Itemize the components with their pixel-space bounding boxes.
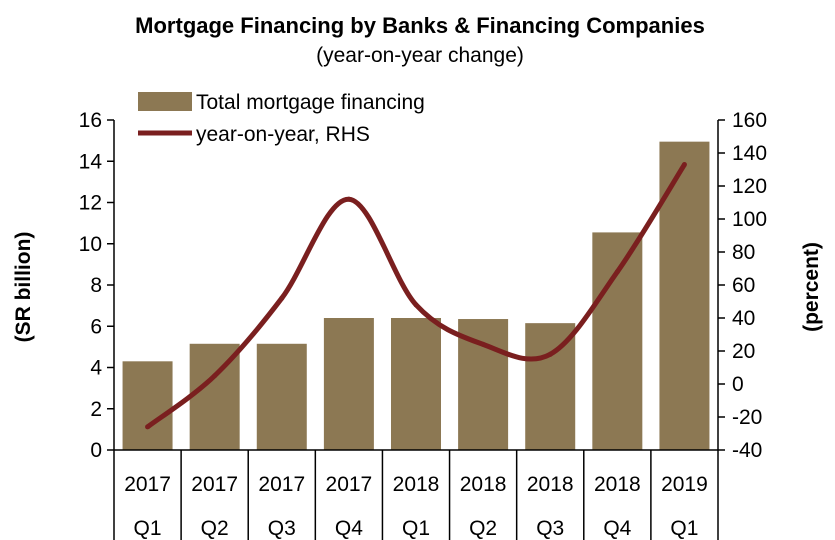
y2-tick-label-7: 100 bbox=[732, 208, 767, 231]
category-year-6: 2018 bbox=[527, 473, 574, 496]
category-year-1: 2017 bbox=[191, 473, 238, 496]
yoy-point-0 bbox=[145, 424, 151, 430]
bar-2 bbox=[256, 343, 307, 450]
category-quarter-7: Q4 bbox=[603, 517, 631, 540]
yoy-point-6 bbox=[547, 351, 553, 357]
category-quarter-2: Q3 bbox=[268, 517, 296, 540]
bar-7 bbox=[592, 232, 643, 450]
y2-tick-label-1: -20 bbox=[732, 406, 762, 429]
y-tick-label-0: 0 bbox=[90, 439, 102, 462]
bar-3 bbox=[323, 318, 374, 450]
yoy-point-1 bbox=[212, 373, 218, 379]
category-quarter-5: Q2 bbox=[469, 517, 497, 540]
y-axis-title: (SR billion) bbox=[12, 232, 35, 343]
y-tick-label-2: 4 bbox=[90, 357, 102, 380]
yoy-point-8 bbox=[681, 162, 687, 168]
legend: Total mortgage financing year-on-year, R… bbox=[138, 91, 425, 146]
y2-tick-label-3: 20 bbox=[732, 340, 755, 363]
bar-4 bbox=[391, 318, 441, 450]
yoy-point-7 bbox=[614, 269, 620, 275]
yoy-point-2 bbox=[279, 295, 285, 301]
y-tick-label-6: 12 bbox=[79, 192, 102, 215]
y-tick-label-4: 8 bbox=[90, 274, 102, 297]
y2-tick-label-10: 160 bbox=[732, 109, 767, 132]
y-tick-label-7: 14 bbox=[79, 150, 103, 173]
y-tick-label-5: 10 bbox=[79, 233, 102, 256]
category-quarter-4: Q1 bbox=[402, 517, 430, 540]
yoy-point-5 bbox=[480, 341, 486, 347]
category-axis: 2017 Q1 2017 Q2 2017 Q3 2017 Q4 2018 Q1 2018 Q2 2018… bbox=[113, 449, 719, 540]
category-year-8: 2019 bbox=[661, 473, 708, 496]
legend-label-bar: Total mortgage financing bbox=[196, 91, 425, 114]
category-year-4: 2018 bbox=[393, 473, 440, 496]
yoy-point-4 bbox=[413, 302, 419, 308]
line-group bbox=[145, 162, 687, 430]
yoy-series-line bbox=[146, 163, 687, 429]
y2-tick-label-6: 80 bbox=[732, 241, 755, 264]
category-year-3: 2017 bbox=[326, 473, 373, 496]
y2-tick-label-0: -40 bbox=[732, 439, 762, 462]
chart-subtitle: (year-on-year change) bbox=[316, 44, 524, 67]
bar-0 bbox=[122, 361, 173, 450]
category-year-5: 2018 bbox=[460, 473, 507, 496]
y2-tick-label-9: 140 bbox=[732, 142, 767, 165]
category-year-0: 2017 bbox=[124, 473, 171, 496]
bar-8 bbox=[659, 141, 710, 450]
category-quarter-8: Q1 bbox=[670, 517, 698, 540]
y2-tick-label-2: 0 bbox=[732, 373, 744, 396]
category-quarter-6: Q3 bbox=[536, 517, 564, 540]
bars-group bbox=[122, 141, 710, 450]
y-tick-label-1: 2 bbox=[90, 398, 102, 421]
y2-tick-label-4: 40 bbox=[732, 307, 755, 330]
y-tick-label-3: 6 bbox=[90, 315, 102, 338]
y-tick-label-8: 16 bbox=[79, 109, 102, 132]
chart-title: Mortgage Financing by Banks & Financing … bbox=[135, 13, 705, 38]
category-year-2: 2017 bbox=[258, 473, 305, 496]
legend-swatch-bar bbox=[138, 92, 192, 111]
category-quarter-1: Q2 bbox=[201, 517, 229, 540]
category-quarter-0: Q1 bbox=[134, 517, 162, 540]
category-year-7: 2018 bbox=[594, 473, 641, 496]
legend-label-line: year-on-year, RHS bbox=[196, 123, 370, 146]
y2-axis-title: (percent) bbox=[800, 242, 823, 332]
axes-group: 0 2 4 6 8 10 12 14 16 -40 -20 0 20 40 60 80 100 120 140 160 bbox=[79, 109, 767, 462]
y2-tick-label-8: 120 bbox=[732, 175, 767, 198]
category-quarter-3: Q4 bbox=[335, 517, 363, 540]
yoy-point-3 bbox=[346, 196, 352, 202]
bar-5 bbox=[458, 319, 509, 450]
y2-tick-label-5: 60 bbox=[732, 274, 755, 297]
